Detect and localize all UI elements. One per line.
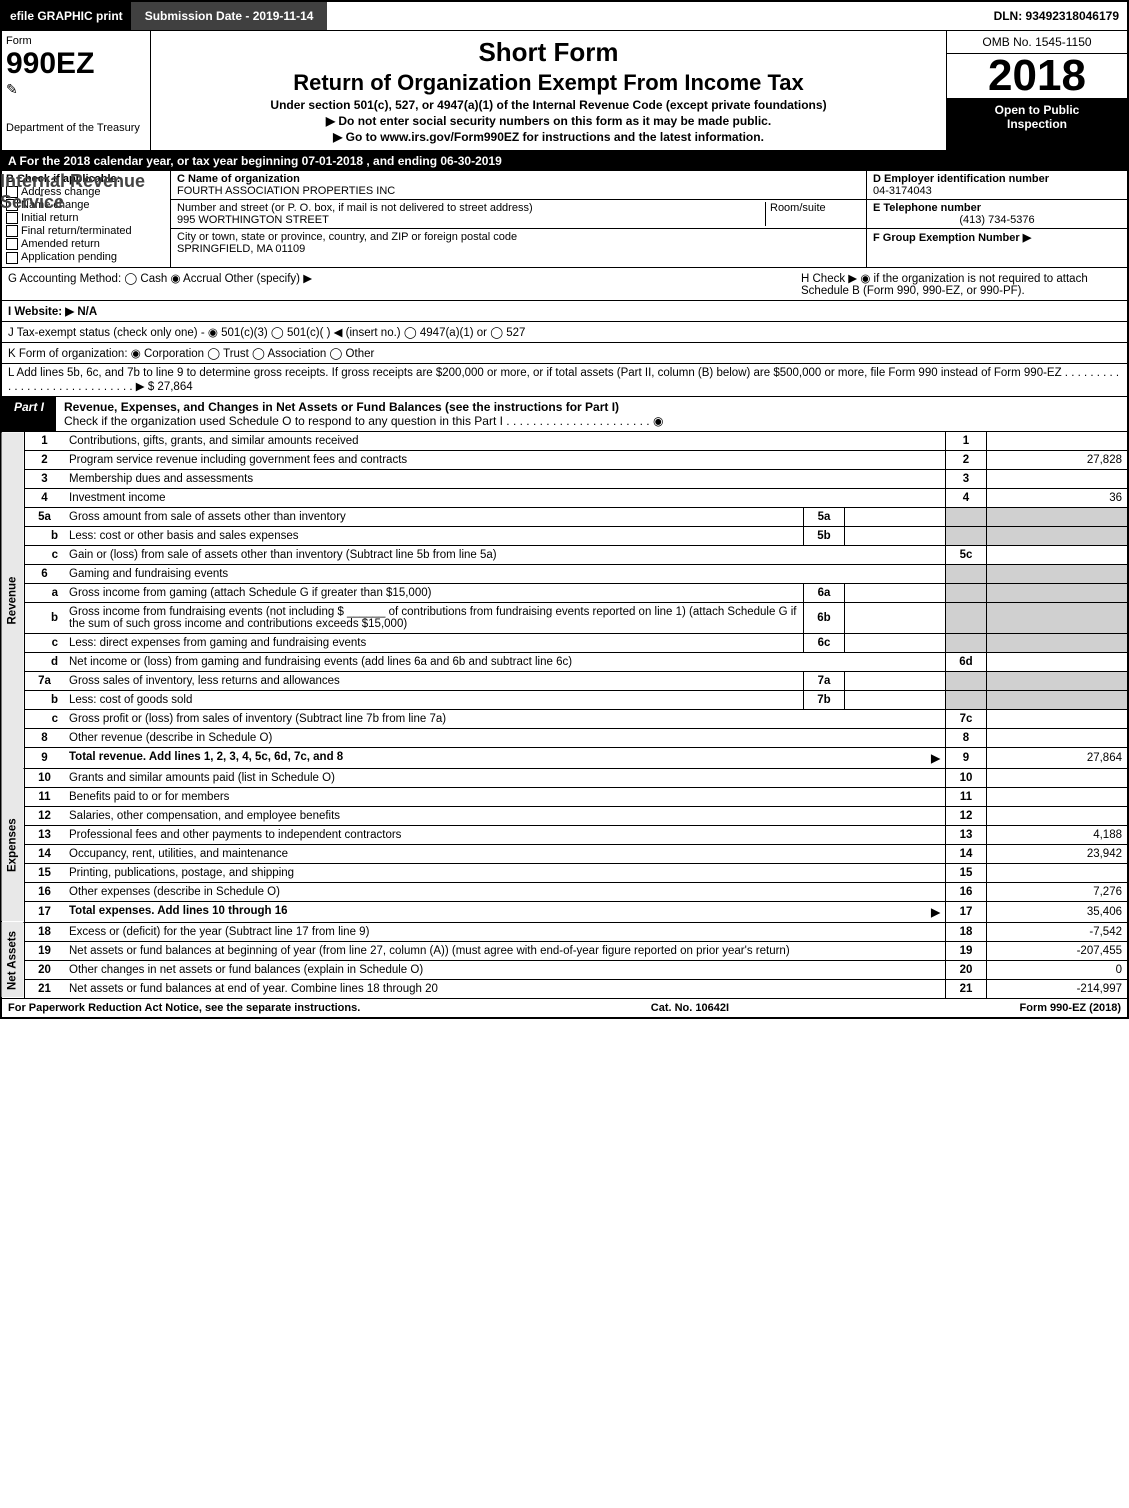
check-address-change[interactable]: Address change [6,186,166,198]
line-16: 16 Other expenses (describe in Schedule … [1,882,1128,901]
line-5b: b Less: cost or other basis and sales ex… [1,526,1128,545]
line-6c: c Less: direct expenses from gaming and … [1,633,1128,652]
ssn-warning: ▶ Do not enter social security numbers o… [157,114,940,128]
form-number: 990EZ [6,47,146,81]
line-10: Expenses 10 Grants and similar amounts p… [1,768,1128,787]
line-14: 14 Occupancy, rent, utilities, and maint… [1,844,1128,863]
org-name-label: C Name of organization [177,173,395,185]
check-amended-return[interactable]: Amended return [6,238,166,250]
line-19: 19 Net assets or fund balances at beginn… [1,941,1128,960]
tax-exempt-status-row[interactable]: J Tax-exempt status (check only one) - ◉… [0,322,1129,343]
check-initial-return[interactable]: Initial return [6,212,166,224]
box-c: C Name of organization FOURTH ASSOCIATIO… [171,171,866,267]
line-17: 17 Total expenses. Add lines 10 through … [1,901,1128,922]
form-of-organization-row[interactable]: K Form of organization: ◉ Corporation ◯ … [0,343,1129,364]
city-value: SPRINGFIELD, MA 01109 [177,243,517,255]
line-12: 12 Salaries, other compensation, and emp… [1,806,1128,825]
form-header: Form 990EZ ✎ Department of the Treasury … [0,30,1129,152]
line-6a: a Gross income from gaming (attach Sched… [1,583,1128,602]
row-a-tax-year: A For the 2018 calendar year, or tax yea… [0,152,1129,171]
line-5a: 5a Gross amount from sale of assets othe… [1,507,1128,526]
ein-label: D Employer identification number [873,173,1121,185]
part-1-title: Revenue, Expenses, and Changes in Net As… [56,397,671,431]
submission-date-box: Submission Date - 2019-11-14 [131,2,328,30]
group-exemption-label: F Group Exemption Number ▶ [873,231,1121,244]
room-suite-label: Room/suite [765,202,860,226]
line-5c: c Gain or (loss) from sale of assets oth… [1,545,1128,564]
line-7c: c Gross profit or (loss) from sales of i… [1,709,1128,728]
form-id-footer: Form 990-EZ (2018) [1020,1002,1121,1014]
ein-value: 04-3174043 [873,185,1121,197]
department-label: Department of the Treasury [6,122,146,134]
revenue-side-label: Revenue [1,432,25,769]
part-1-check[interactable]: Check if the organization used Schedule … [64,414,663,428]
city-label: City or town, state or province, country… [177,231,517,243]
part-1-header: Part I Revenue, Expenses, and Changes in… [0,397,1129,432]
phone-label: E Telephone number [873,202,1121,214]
open-public-label: Open to Public [951,103,1123,117]
subtitle: Under section 501(c), 527, or 4947(a)(1)… [157,98,940,112]
header-center: Short Form Return of Organization Exempt… [151,31,946,150]
line-11: 11 Benefits paid to or for members 11 [1,787,1128,806]
line-1: Revenue 1 Contributions, gifts, grants, … [1,432,1128,451]
website-row: I Website: ▶ N/A [0,301,1129,322]
goto-link[interactable]: ▶ Go to www.irs.gov/Form990EZ for instru… [157,130,940,144]
catalog-number: Cat. No. 10642I [651,1002,729,1014]
line-15: 15 Printing, publications, postage, and … [1,863,1128,882]
inspection-box: Open to Public Inspection [947,99,1127,150]
header-right: OMB No. 1545-1150 2018 Open to Public In… [946,31,1127,150]
line-2: 2 Program service revenue including gove… [1,450,1128,469]
accounting-method[interactable]: G Accounting Method: ◯ Cash ◉ Accrual Ot… [8,271,312,285]
part-1-label: Part I [2,397,56,431]
header-left: Form 990EZ ✎ Department of the Treasury … [2,31,151,150]
line-6: 6 Gaming and fundraising events [1,564,1128,583]
row-g-h: G Accounting Method: ◯ Cash ◉ Accrual Ot… [0,268,1129,301]
main-title: Return of Organization Exempt From Incom… [157,70,940,96]
form-label: Form [6,35,146,47]
phone-value: (413) 734-5376 [873,214,1121,226]
website-label: I Website: ▶ N/A [8,306,97,318]
address-value: 995 WORTHINGTON STREET [177,214,765,226]
line-6b: b Gross income from fundraising events (… [1,602,1128,633]
part-1-table: Revenue 1 Contributions, gifts, grants, … [0,432,1129,999]
gross-receipts-row: L Add lines 5b, 6c, and 7b to line 9 to … [0,364,1129,397]
expenses-side-label: Expenses [1,768,25,922]
line-13: 13 Professional fees and other payments … [1,825,1128,844]
short-form-title: Short Form [157,37,940,68]
org-name-value: FOURTH ASSOCIATION PROPERTIES INC [177,185,395,197]
box-b-label: B Check if applicable: [6,173,166,185]
line-4: 4 Investment income 4 36 [1,488,1128,507]
tax-year: 2018 [947,54,1127,99]
check-final-return[interactable]: Final return/terminated [6,225,166,237]
paperwork-notice: For Paperwork Reduction Act Notice, see … [8,1002,360,1014]
line-18: Net Assets 18 Excess or (deficit) for th… [1,922,1128,941]
inspection-label: Inspection [951,117,1123,131]
info-right-column: D Employer identification number 04-3174… [866,171,1127,267]
address-label: Number and street (or P. O. box, if mail… [177,202,765,214]
line-9: 9 Total revenue. Add lines 1, 2, 3, 4, 5… [1,747,1128,768]
line-6d: d Net income or (loss) from gaming and f… [1,652,1128,671]
line-8: 8 Other revenue (describe in Schedule O)… [1,728,1128,747]
check-name-change[interactable]: Name change [6,199,166,211]
org-info-block: B Check if applicable: Address change Na… [0,171,1129,268]
net-assets-side-label: Net Assets [1,922,25,998]
page-footer: For Paperwork Reduction Act Notice, see … [0,999,1129,1019]
top-bar: efile GRAPHIC print Submission Date - 20… [0,0,1129,30]
line-20: 20 Other changes in net assets or fund b… [1,960,1128,979]
line-3: 3 Membership dues and assessments 3 [1,469,1128,488]
box-b: B Check if applicable: Address change Na… [2,171,171,267]
line-21: 21 Net assets or fund balances at end of… [1,979,1128,998]
efile-print-label: efile GRAPHIC print [2,2,131,30]
dln-label: DLN: 93492318046179 [986,2,1127,30]
line-7a: 7a Gross sales of inventory, less return… [1,671,1128,690]
check-application-pending[interactable]: Application pending [6,251,166,263]
schedule-b-check[interactable]: H Check ▶ ◉ if the organization is not r… [801,271,1121,297]
line-7b: b Less: cost of goods sold 7b [1,690,1128,709]
